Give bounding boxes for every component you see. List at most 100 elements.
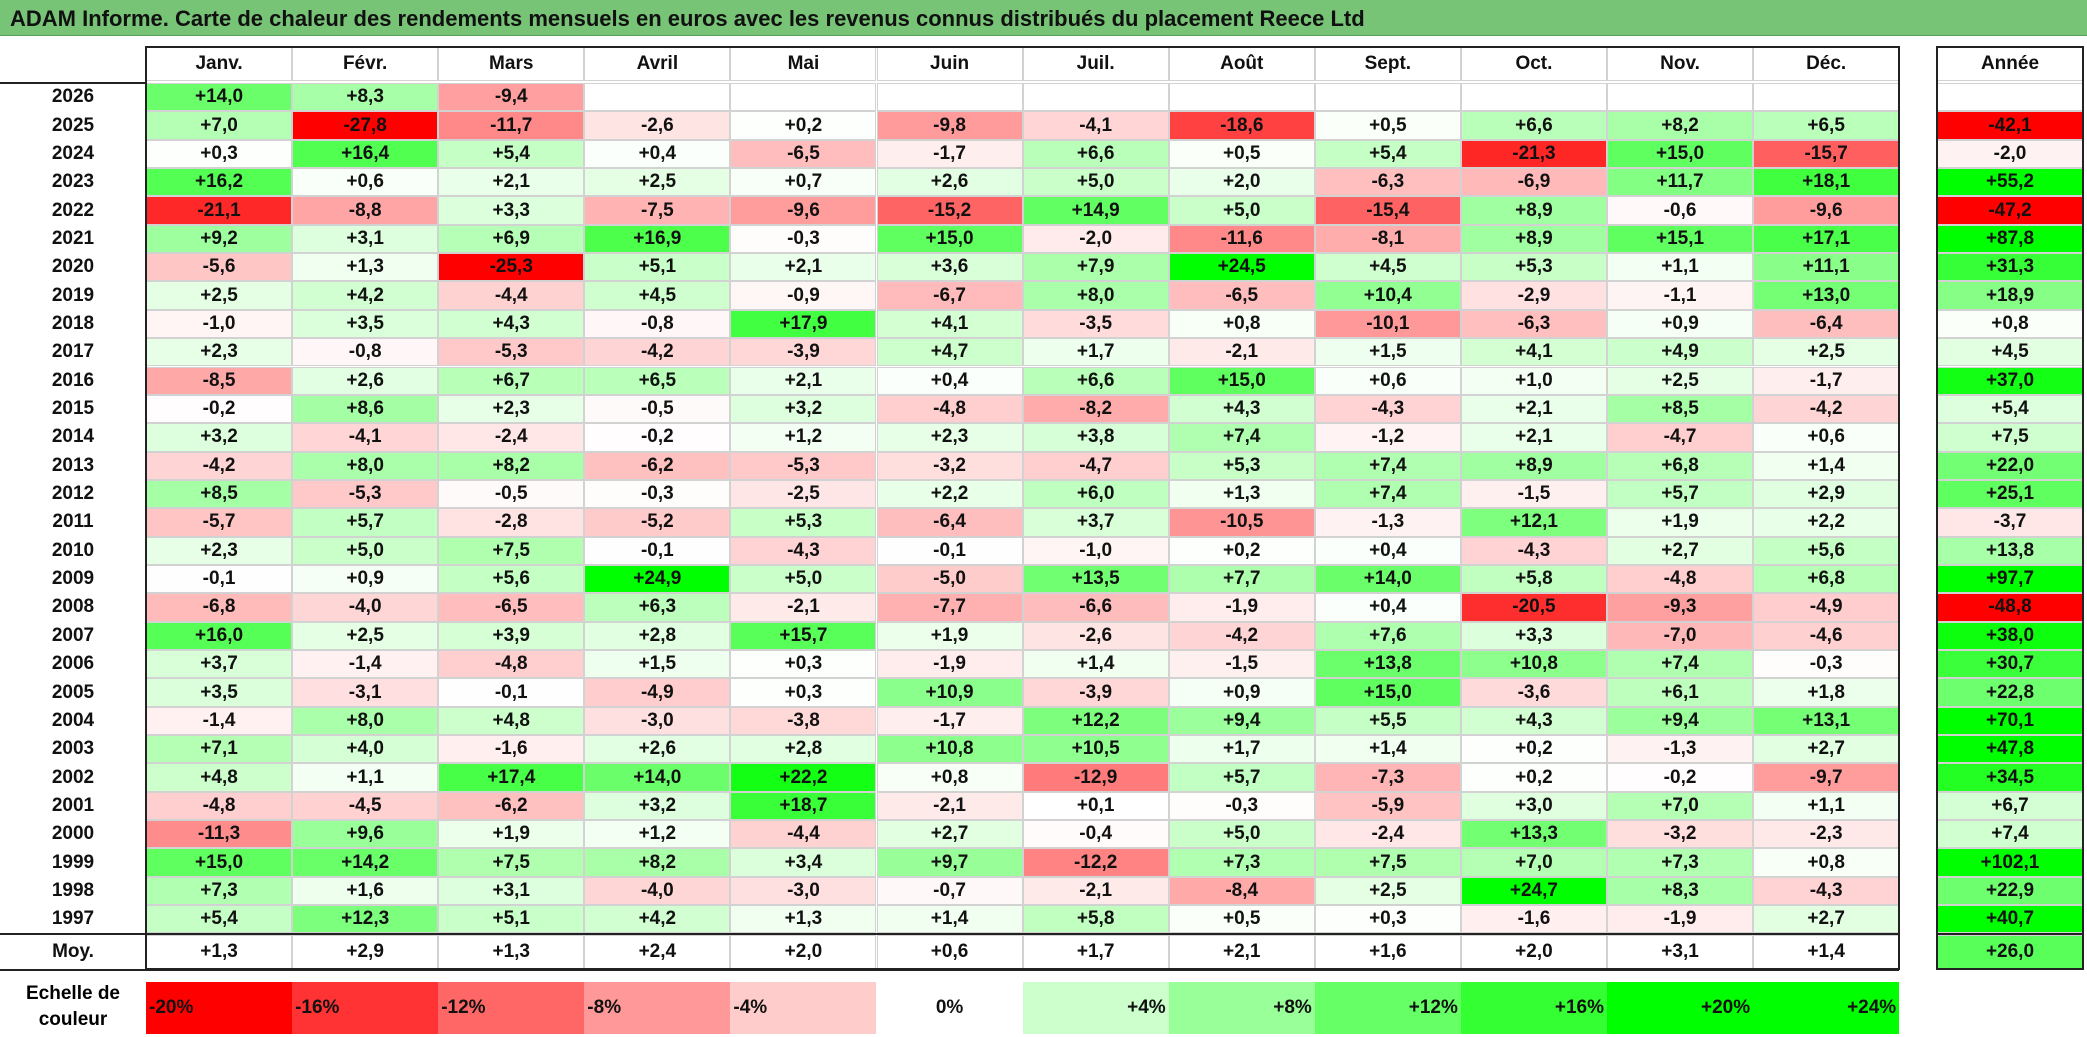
heatmap-cell: -0,7 [876,876,1023,906]
month-header: Nov. [1607,47,1754,81]
heatmap-cell: +5,0 [1168,196,1315,225]
heatmap-cell: -8,4 [1168,876,1315,906]
heatmap-cell: -6,2 [438,791,585,821]
heatmap-cell [1168,83,1315,112]
heatmap-cell: +0,2 [1168,536,1315,565]
heatmap-cell: -0,2 [584,423,731,452]
heatmap-cell: +12,2 [1022,706,1169,736]
year-total-cell: +4,5 [1937,338,2083,367]
heatmap-cell: +1,6 [292,876,439,906]
heatmap-cell: +7,9 [1022,253,1169,282]
heatmap-cell: +6,8 [1607,451,1754,480]
heatmap-cell: +0,1 [1022,791,1169,821]
heatmap-cell: -8,8 [292,196,439,225]
heatmap-cell: +0,2 [1460,735,1607,764]
heatmap-cell: +8,9 [1460,196,1607,225]
heatmap-cell: -18,6 [1168,111,1315,140]
color-scale-swatch: +20% [1607,982,1754,1034]
title-bar: ADAM Informe. Carte de chaleur des rende… [0,0,2087,36]
year-total-cell: +97,7 [1937,564,2083,594]
heatmap-cell: +1,8 [1753,678,1900,707]
row-year-label: 2018 [51,312,95,334]
color-scale-swatch: +8% [1168,982,1315,1034]
row-year-label: 2019 [51,284,95,306]
heatmap-cell: +1,7 [1022,338,1169,367]
heatmap-cell: +4,1 [1460,338,1607,367]
heatmap-cell: +16,2 [146,168,293,197]
heatmap-cell: +16,9 [584,224,731,254]
heatmap-cell: -20,5 [1460,593,1607,622]
heatmap-cell: +4,9 [1607,338,1754,367]
heatmap-cell: +3,7 [1022,508,1169,537]
heatmap-cell: -1,9 [1607,905,1754,934]
month-header: Avril [584,47,731,81]
heatmap-cell: +7,0 [1607,791,1754,821]
heatmap-cell: +12,1 [1460,508,1607,537]
month-header: Févr. [292,47,439,81]
heatmap-cell: -4,9 [1753,593,1900,622]
year-total-cell: +6,7 [1937,791,2083,821]
heatmap-cell: -5,9 [1314,791,1461,821]
row-year-label: 2008 [51,596,95,618]
heatmap-cell: +18,1 [1753,168,1900,197]
row-year-label: 2003 [51,738,95,760]
heatmap-cell: +7,5 [1314,848,1461,877]
heatmap-cell: -9,6 [1753,196,1900,225]
heatmap-cell [1314,83,1461,112]
heatmap-cell: +4,1 [876,309,1023,339]
heatmap-cell: +5,3 [730,508,877,537]
year-total-cell: -42,1 [1937,111,2083,140]
heatmap-cell: +5,4 [1314,139,1461,169]
heatmap-cell: +5,7 [1168,763,1315,792]
heatmap-cell: +3,3 [1460,621,1607,650]
row-year-label: 2010 [51,539,95,561]
heatmap-cell: -2,5 [730,479,877,509]
heatmap-cell: -0,8 [292,338,439,367]
heatmap-cell: -4,7 [1022,451,1169,480]
heatmap-cell: +0,5 [1168,905,1315,934]
heatmap-cell: +14,0 [1314,564,1461,594]
year-total-cell: +18,9 [1937,281,2083,310]
average-bottom-line [0,969,1900,971]
row-year-label: 2013 [51,454,95,476]
heatmap-cell: +3,5 [292,309,439,339]
heatmap-cell: -1,9 [1168,593,1315,622]
heatmap-cell: +3,2 [146,423,293,452]
heatmap-cell: -6,5 [1168,281,1315,310]
heatmap-cell: -3,6 [1460,678,1607,707]
heatmap-cell: -3,9 [1022,678,1169,707]
heatmap-cell: +4,3 [1460,706,1607,736]
heatmap-cell: -4,4 [438,281,585,310]
heatmap-cell: +10,5 [1022,735,1169,764]
heatmap-cell: +1,1 [292,763,439,792]
heatmap-cell: -6,9 [1460,168,1607,197]
heatmap-cell: +2,1 [438,168,585,197]
heatmap-cell: +15,1 [1607,224,1754,254]
month-header: Août [1168,47,1315,81]
heatmap-cell: +24,5 [1168,253,1315,282]
color-scale-swatch: -16% [292,982,439,1034]
color-scale-swatch: +16% [1460,982,1607,1034]
color-scale-swatch: +24% [1753,982,1900,1034]
row-year-label: 2024 [51,142,95,164]
heatmap-cell: +0,3 [730,650,877,679]
heatmap-cell: +1,4 [1314,735,1461,764]
heatmap-cell: +5,8 [1022,905,1169,934]
heatmap-cell: +2,5 [584,168,731,197]
heatmap-cell: +4,2 [292,281,439,310]
year-total-cell: -2,0 [1937,139,2083,169]
heatmap-cell: -6,7 [876,281,1023,310]
average-cell: +0,6 [876,935,1023,969]
heatmap-cell: +2,8 [584,621,731,650]
heatmap-cell: +4,7 [876,338,1023,367]
heatmap-cell: -1,5 [1168,650,1315,679]
color-scale-swatch: -8% [584,982,731,1034]
heatmap-cell: +1,5 [1314,338,1461,367]
heatmap-cell: -5,3 [730,451,877,480]
heatmap-cell: -6,4 [1753,309,1900,339]
heatmap-cell: -7,5 [584,196,731,225]
heatmap-cell [1607,83,1754,112]
row-year-label: 2016 [51,369,95,391]
heatmap-cell: +3,5 [146,678,293,707]
heatmap-cell: +1,4 [1753,451,1900,480]
